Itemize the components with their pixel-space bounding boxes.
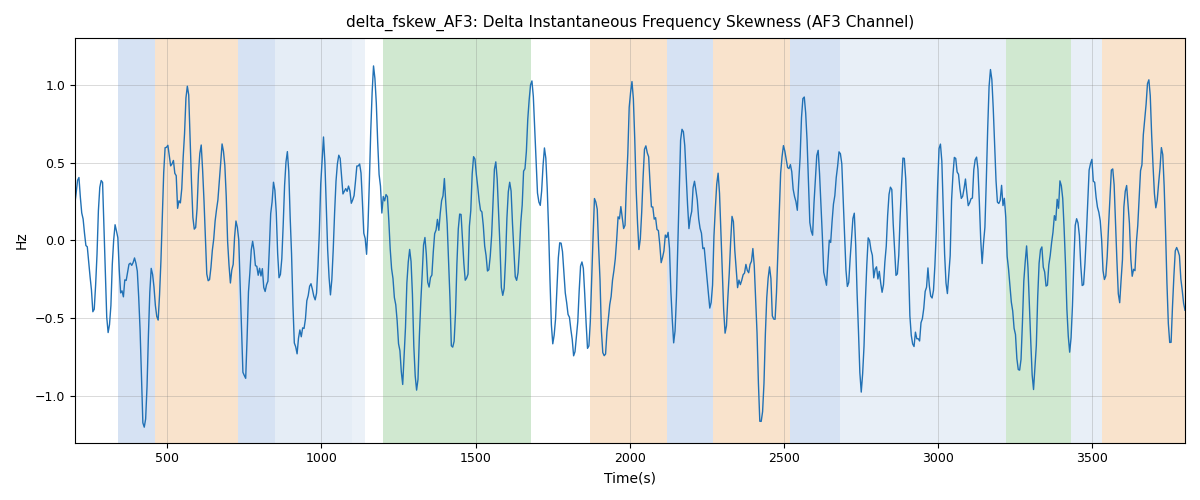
Bar <box>239 38 275 442</box>
Bar <box>1102 38 1186 442</box>
Y-axis label: Hz: Hz <box>14 232 29 250</box>
Bar <box>1006 38 1070 442</box>
Bar <box>840 38 926 442</box>
Bar <box>667 38 713 442</box>
Bar <box>275 38 353 442</box>
Bar <box>791 38 840 442</box>
Bar <box>155 38 239 442</box>
Bar <box>353 38 365 442</box>
Bar <box>713 38 791 442</box>
Bar <box>1070 38 1102 442</box>
Bar <box>960 38 1006 442</box>
Bar <box>589 38 667 442</box>
Title: delta_fskew_AF3: Delta Instantaneous Frequency Skewness (AF3 Channel): delta_fskew_AF3: Delta Instantaneous Fre… <box>346 15 914 31</box>
X-axis label: Time(s): Time(s) <box>604 471 656 485</box>
Bar <box>383 38 532 442</box>
Bar <box>118 38 155 442</box>
Bar <box>926 38 960 442</box>
